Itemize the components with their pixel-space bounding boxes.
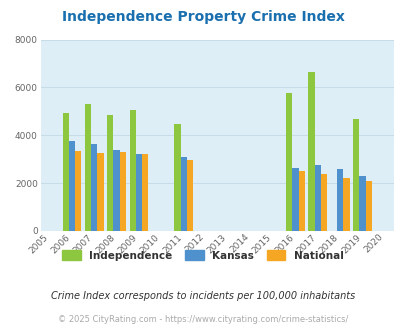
Bar: [286, 93, 292, 231]
Bar: [136, 154, 142, 231]
Bar: [314, 165, 320, 231]
Bar: [107, 115, 113, 231]
Text: © 2025 CityRating.com - https://www.cityrating.com/crime-statistics/: © 2025 CityRating.com - https://www.city…: [58, 315, 347, 324]
Bar: [85, 104, 91, 231]
Bar: [68, 141, 75, 231]
Bar: [62, 113, 68, 231]
Bar: [75, 151, 81, 231]
Bar: [352, 118, 358, 231]
Bar: [174, 124, 180, 231]
Bar: [320, 174, 326, 231]
Text: Crime Index corresponds to incidents per 100,000 inhabitants: Crime Index corresponds to incidents per…: [51, 291, 354, 301]
Legend: Independence, Kansas, National: Independence, Kansas, National: [59, 247, 346, 264]
Bar: [113, 150, 119, 231]
Text: Independence Property Crime Index: Independence Property Crime Index: [62, 11, 343, 24]
Bar: [97, 153, 103, 231]
Bar: [129, 110, 136, 231]
Bar: [186, 160, 193, 231]
Bar: [292, 168, 298, 231]
Bar: [343, 178, 349, 231]
Bar: [336, 169, 343, 231]
Bar: [91, 144, 97, 231]
Bar: [358, 176, 365, 231]
Bar: [180, 157, 186, 231]
Bar: [298, 171, 304, 231]
Bar: [142, 154, 148, 231]
Bar: [308, 72, 314, 231]
Bar: [365, 181, 371, 231]
Bar: [119, 152, 126, 231]
